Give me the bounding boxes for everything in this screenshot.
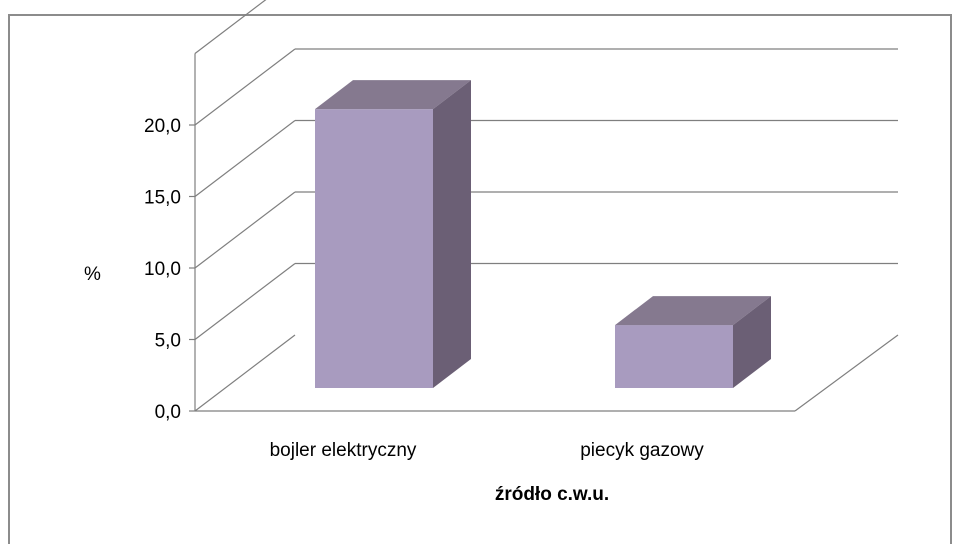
bar-front-face <box>615 325 733 388</box>
bar-front-face <box>315 109 433 389</box>
side-grid-line <box>194 334 296 412</box>
bar-side-face <box>433 80 471 389</box>
floor-right-edge <box>794 334 899 412</box>
x-axis-title: źródło c.w.u. <box>495 484 609 505</box>
y-tick-label: 15,0 <box>144 188 181 209</box>
bar-top-face <box>315 80 471 110</box>
y-tick-label: 20,0 <box>144 116 181 137</box>
side-grid-line <box>194 0 267 54</box>
y-tick-label: 10,0 <box>144 259 181 280</box>
gridlines <box>189 0 899 412</box>
x-category-labels: bojler elektryczny piecyk gazowy <box>270 440 705 461</box>
side-grid-line <box>194 191 296 269</box>
x-category-label: piecyk gazowy <box>580 440 704 461</box>
y-tick-labels: 0,0 5,0 10,0 15,0 20,0 <box>144 116 181 423</box>
bar-top-face <box>615 296 771 326</box>
y-tick-label: 0,0 <box>155 402 181 423</box>
y-tick-label: 5,0 <box>155 331 181 352</box>
side-grid-line <box>194 48 296 126</box>
bar <box>615 296 771 388</box>
bar <box>315 80 471 389</box>
y-axis-title: % <box>84 264 101 285</box>
side-grid-line <box>194 263 296 340</box>
chart-frame <box>8 14 952 544</box>
x-category-label: bojler elektryczny <box>270 440 417 461</box>
bars <box>315 80 771 389</box>
side-grid-line <box>194 120 296 197</box>
bar-side-face <box>733 296 771 388</box>
